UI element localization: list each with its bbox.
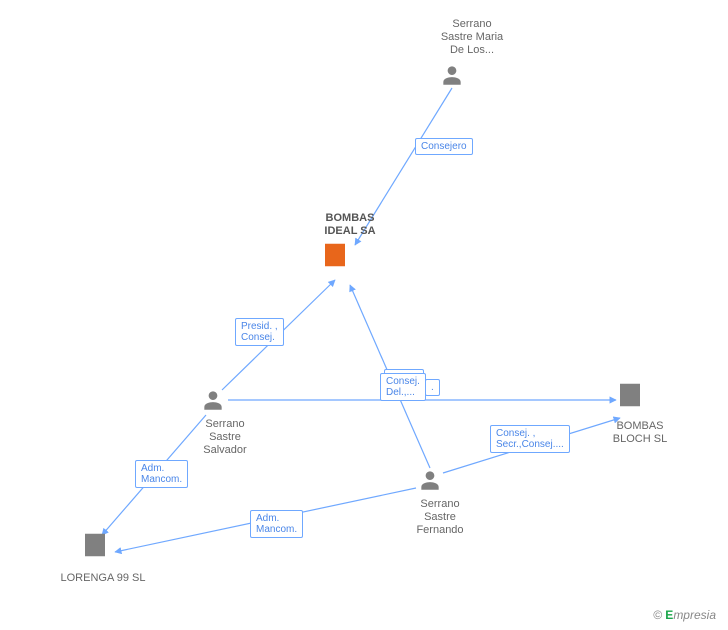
- edge-label: Consejero: [415, 138, 473, 155]
- building-icon: [80, 530, 110, 565]
- watermark: © Empresia: [653, 608, 716, 622]
- building-icon: [320, 240, 350, 275]
- network-diagram: SerranoSastre MariaDe Los... BOMBASIDEAL …: [0, 0, 728, 630]
- person-icon: [417, 467, 443, 498]
- node-label: SerranoSastreFernando: [400, 498, 480, 538]
- edge-label: Presid. ,Consej.: [235, 318, 284, 346]
- edge-label: .: [425, 379, 440, 396]
- person-icon: [439, 62, 465, 93]
- person-icon: [200, 387, 226, 418]
- edge-label: Adm.Mancom.: [250, 510, 303, 538]
- node-label: BOMBASIDEAL SA: [310, 212, 390, 238]
- building-icon: [615, 380, 645, 415]
- node-label: LORENGA 99 SL: [48, 572, 158, 585]
- node-label: SerranoSastre MariaDe Los...: [422, 18, 522, 58]
- node-label: SerranoSastreSalvador: [185, 418, 265, 458]
- edge-label: Consej. ,Secr.,Consej....: [490, 425, 570, 453]
- edge-label: Adm.Mancom.: [135, 460, 188, 488]
- copyright-symbol: ©: [653, 608, 662, 622]
- node-label: BOMBASBLOCH SL: [600, 420, 680, 446]
- watermark-text: mpresia: [673, 608, 716, 622]
- edge-label: Consej.Del.,...: [380, 373, 426, 401]
